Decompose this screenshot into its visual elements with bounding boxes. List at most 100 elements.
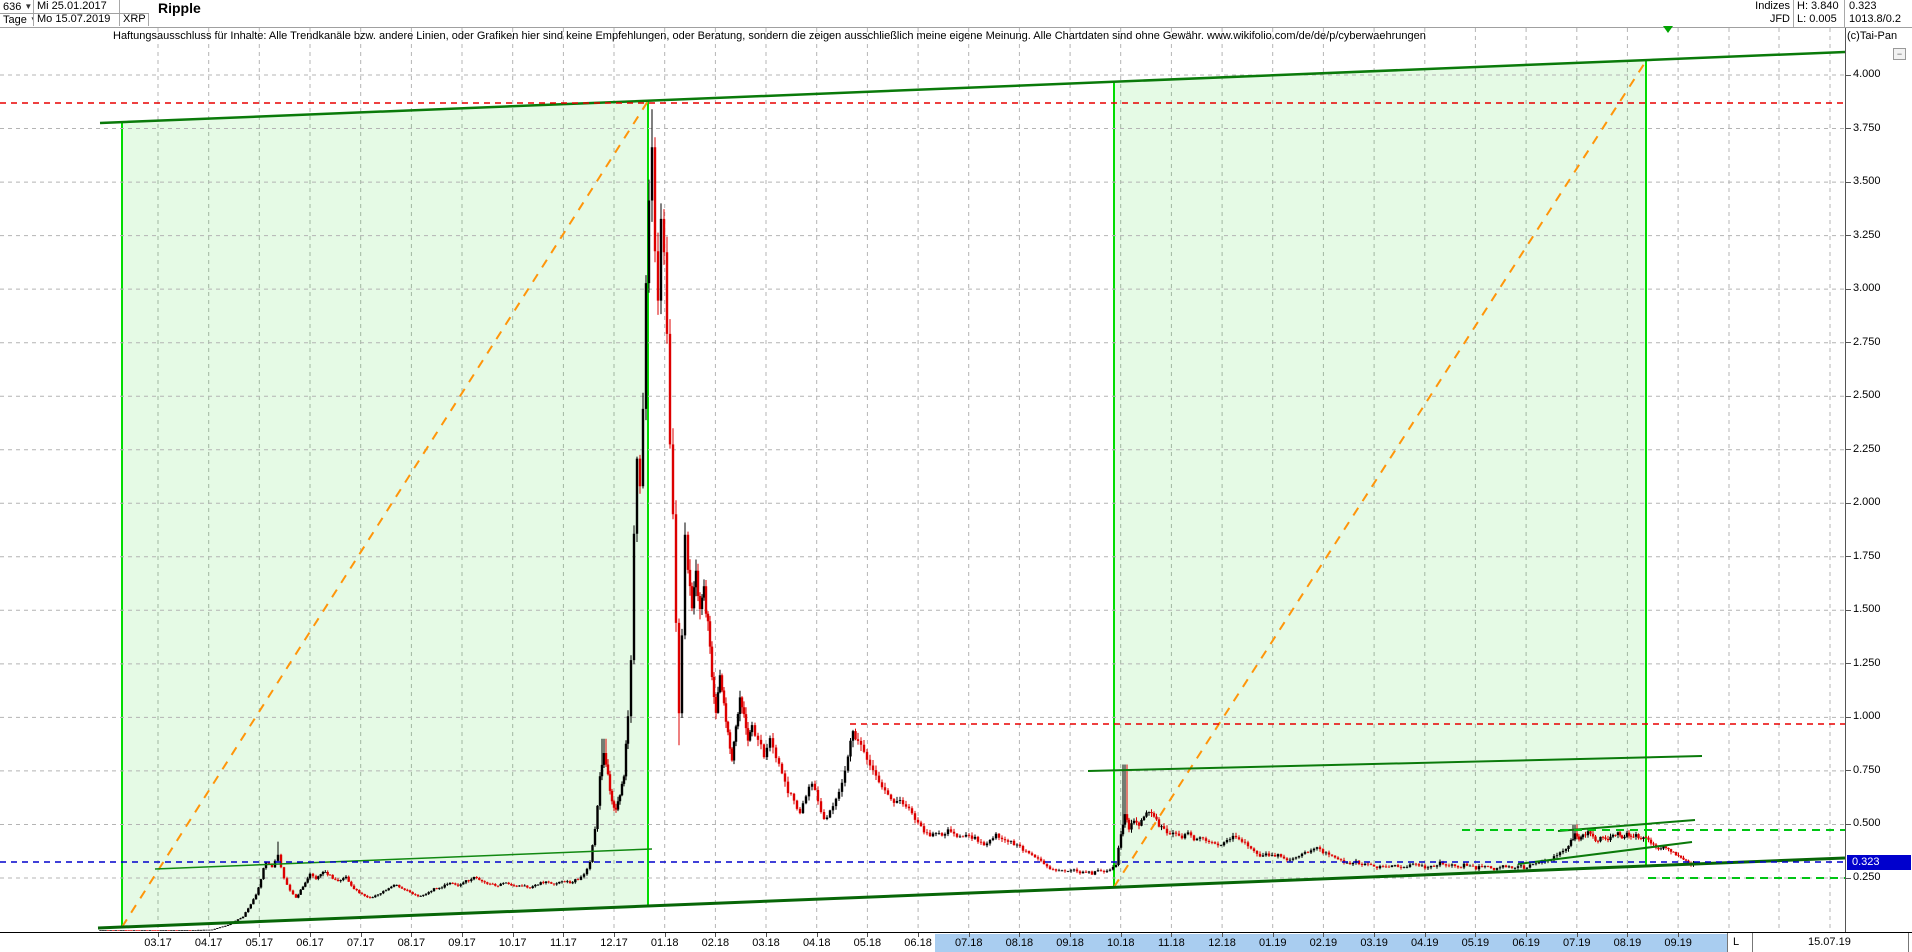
header-divider [1844,0,1845,27]
copyright-label: (c)Tai-Pan [1847,30,1898,42]
price-axis-tick [1846,74,1851,76]
date-axis-tick [208,933,210,937]
price-axis-label: 1.250 [1853,656,1909,669]
header-bottom-border [0,27,1912,28]
symbol-label: XRP [120,13,149,26]
upper-trend-line [99,50,1845,125]
date-axis-divider [1908,933,1909,952]
date-axis-tick [1272,933,1274,937]
price-axis-tick [1846,770,1851,772]
date-axis-label: 04.18 [802,937,831,949]
price-axis-tick [1846,342,1851,344]
date-axis-tick [1475,933,1477,937]
price-axis-tick [1846,556,1851,558]
candle-bodies-up [99,147,1695,931]
date-axis-tick [1222,933,1224,937]
date-axis-label: 11.18 [1158,937,1185,949]
price-axis-tick [1846,823,1851,825]
date-axis-tick [867,933,869,937]
date-axis-label: 07.19 [1562,937,1591,949]
price-axis-label: 0.750 [1853,763,1909,776]
date-axis-tick [158,933,159,937]
timeframe-value: Tage [3,14,27,26]
last-price-label: 0.323 [1849,0,1912,12]
price-axis-label: 3.000 [1853,282,1909,295]
price-axis-label: 1.750 [1853,549,1909,562]
price-axis-label: 1.500 [1853,603,1909,616]
date-range-highlight [935,934,1727,952]
date-axis-tick [1374,933,1376,937]
date-axis-tick [512,933,514,937]
price-axis-tick [1846,235,1851,237]
price-axis-tick [1846,181,1851,183]
bars-count-dropdown[interactable]: 636 ▼ [0,0,34,13]
date-axis-tick [1120,933,1122,937]
date-axis-tick [1070,933,1072,937]
date-axis-label: 03.18 [752,937,780,949]
date-axis-label: 04.17 [194,937,223,949]
trend-line-2017 [154,848,653,870]
date-axis-tick [411,933,413,937]
date-axis-divider [1752,933,1753,952]
header-divider [1793,0,1794,27]
price-axis-tick [1846,502,1851,504]
plot-area[interactable] [0,28,1845,931]
price-axis-label: 0.500 [1853,817,1909,830]
date-axis-label: 01.19 [1258,937,1287,949]
date-axis-label: 05.19 [1461,937,1490,949]
header-divider [0,13,149,14]
horizontal-gridlines [0,74,1845,879]
vertical-gridlines [157,28,1831,931]
price-axis-label: 4.000 [1853,68,1909,80]
date-axis-label: 01.18 [650,937,679,949]
date-axis-label: 03.19 [1360,937,1388,949]
fan-orange-2017 [121,100,649,928]
date-axis-label: 03.17 [144,937,172,949]
chevron-down-icon: ▼ [30,13,33,26]
price-axis: 0.323 4.000 3.750 3.500 3.250 3.000 2.750 2.50… [1845,28,1912,932]
date-axis-label: 04.19 [1410,937,1439,949]
date-axis[interactable]: L 15.07.19 03.17 04.17 05.17 06.17 07.17 08.1… [0,932,1912,952]
date-axis-tick [1678,933,1680,937]
price-axis-tick [1846,716,1851,718]
price-axis-tick [1846,449,1851,451]
date-axis-tick [715,933,717,937]
date-axis-label: 05.17 [245,937,274,949]
date-axis-tick [1526,933,1528,937]
date-axis-label: 09.19 [1664,937,1692,949]
price-axis-label: 0.250 [1853,871,1909,883]
current-price-tag: 0.323 [1847,854,1911,870]
date-from-field[interactable]: Mi 25.01.2017 [34,0,120,13]
date-axis-tick [1171,933,1173,937]
date-axis-label: 10.17 [498,937,527,949]
date-axis-tick [310,933,311,937]
price-axis-label: 2.000 [1853,496,1909,509]
date-axis-label: 06.18 [904,937,932,949]
price-axis-label: 1.000 [1853,710,1909,723]
market-row2-label: JFD [1700,13,1790,25]
date-axis-label: 06.17 [296,937,324,949]
instrument-title: Ripple [158,1,201,16]
date-axis-tick [259,933,261,937]
date-axis-label: 11.17 [550,937,577,949]
price-axis-label: 3.500 [1853,175,1909,188]
collapse-button[interactable]: − [1893,48,1906,60]
date-axis-label: 08.17 [397,937,426,949]
date-axis-label: 09.17 [448,937,476,949]
date-axis-divider [1727,933,1728,952]
date-axis-label: 06.19 [1512,937,1540,949]
date-axis-tick [1019,933,1021,937]
resistance-line-mid [1087,755,1703,772]
date-to-field[interactable]: Mo 15.07.2019 [34,13,120,26]
market-row1-label: Indizes [1700,0,1790,12]
date-axis-label: 08.18 [1005,937,1034,949]
date-axis-label: 07.17 [346,937,375,949]
timeframe-dropdown[interactable]: Tage ▼ [0,13,34,26]
price-axis-tick [1846,128,1851,130]
chevron-down-icon: ▼ [24,2,33,11]
disclaimer-text: Haftungsausschluss für Inhalte: Alle Tre… [113,30,1426,42]
price-axis-tick [1846,288,1851,290]
price-axis-tick [1846,395,1851,397]
